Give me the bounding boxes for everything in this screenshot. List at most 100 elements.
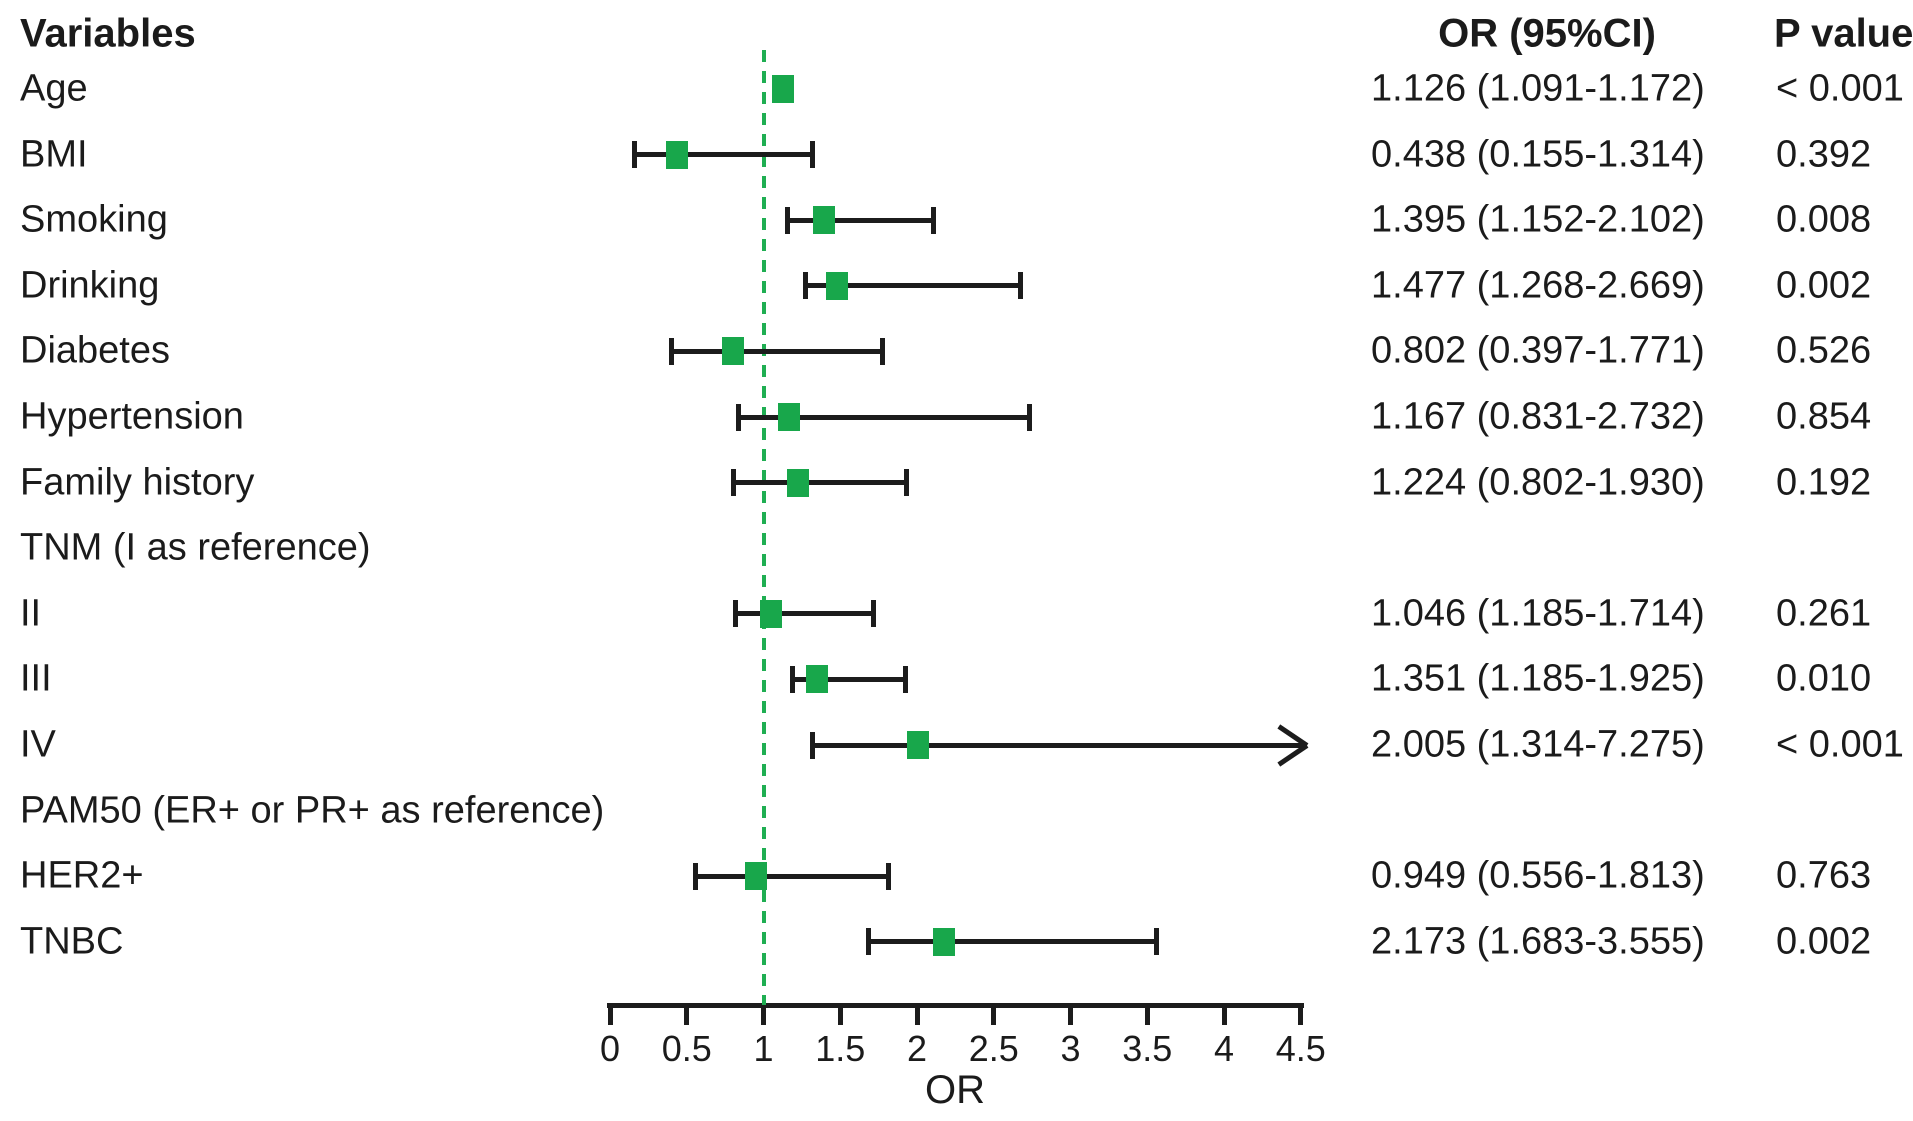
ci-cap-left (731, 469, 737, 497)
or-ci-value: 1.395 (1.152-2.102) (1371, 198, 1705, 241)
ci-error-bar (733, 480, 907, 486)
axis-tick-label: 0 (599, 1028, 621, 1069)
or-marker (825, 271, 848, 300)
axis-tick-label: 3.5 (1122, 1028, 1173, 1069)
or-marker (778, 403, 801, 431)
reference-line (761, 50, 766, 1005)
p-value: 0.002 (1776, 264, 1872, 307)
axis-tick-label: 4 (1213, 1028, 1235, 1069)
axis-tick-label: 2 (906, 1028, 928, 1069)
p-value: 0.854 (1776, 395, 1872, 438)
ci-error-bar (868, 939, 1156, 945)
variable-label: HER2+ (20, 854, 144, 897)
or-ci-value: 0.438 (0.155-1.314) (1371, 133, 1705, 176)
or-marker (813, 206, 836, 235)
ci-cap-left (733, 600, 739, 628)
p-value: 0.010 (1776, 657, 1872, 700)
p-value: 0.763 (1776, 854, 1872, 897)
variable-label: Smoking (20, 198, 168, 241)
ci-cap-right (1153, 928, 1159, 956)
p-value: 0.392 (1776, 133, 1872, 176)
p-value: < 0.001 (1776, 67, 1904, 110)
or-ci-value: 0.802 (0.397-1.771) (1371, 329, 1705, 372)
variable-label: Hypertension (20, 395, 244, 438)
ci-error-bar (791, 676, 906, 682)
axis-tick-label: 2.5 (968, 1028, 1019, 1069)
ci-cap-left (668, 337, 674, 365)
ci-error-bar (735, 611, 874, 617)
ci-cap-right (1027, 403, 1033, 431)
axis-tick (1068, 1005, 1073, 1025)
or-marker (744, 862, 767, 891)
axis-tick (1144, 1005, 1150, 1025)
p-value-column-header: P value (1774, 11, 1913, 56)
or-ci-value: 1.126 (1.091-1.172) (1371, 67, 1705, 110)
or-ci-value: 1.167 (0.831-2.732) (1371, 395, 1705, 438)
ci-cap-left (809, 731, 815, 759)
or-marker (771, 75, 794, 103)
axis-tick (837, 1005, 843, 1025)
variable-label: IV (20, 723, 56, 766)
axis-tick (1221, 1005, 1227, 1025)
axis-tick (1298, 1005, 1304, 1025)
axis-tick-label: 1.5 (815, 1028, 866, 1069)
variable-label: TNM (I as reference) (20, 526, 371, 569)
variable-label: III (20, 657, 52, 700)
ci-cap-right (903, 665, 909, 693)
variable-label: II (20, 592, 42, 635)
ci-error-bar (695, 873, 889, 879)
ci-cap-left (693, 862, 699, 890)
or-marker (759, 599, 782, 628)
ci-cap-right (930, 206, 936, 234)
variable-label: TNBC (20, 920, 124, 963)
or-ci-value: 1.477 (1.268-2.669) (1371, 264, 1705, 307)
axis-tick-label: 4.5 (1275, 1028, 1326, 1069)
variable-label: Diabetes (20, 329, 170, 372)
x-axis-title: OR (925, 1068, 985, 1112)
variable-label: Drinking (20, 264, 160, 307)
ci-cap-left (866, 928, 872, 956)
variable-label: PAM50 (ER+ or PR+ as reference) (20, 789, 605, 832)
ci-cap-left (789, 665, 795, 693)
or-marker (722, 337, 745, 366)
or-ci-value: 0.949 (0.556-1.813) (1371, 854, 1705, 897)
ci-cap-right (871, 600, 877, 628)
ci-cap-left (784, 206, 790, 234)
p-value: 0.002 (1776, 920, 1872, 963)
ci-error-bar (804, 283, 1020, 289)
ci-cap-right (879, 337, 885, 365)
axis-tick-label: 0.5 (661, 1028, 712, 1069)
variable-label: Family history (20, 461, 255, 504)
x-axis-line (607, 1002, 1304, 1008)
ci-cap-right (809, 141, 815, 169)
variables-column-header: Variables (20, 11, 196, 56)
p-value: 0.261 (1776, 592, 1872, 635)
variable-label: Age (20, 67, 88, 110)
p-value: 0.008 (1776, 198, 1872, 241)
ci-error-bar (737, 414, 1030, 420)
ci-cap-right (886, 862, 892, 890)
axis-tick-label: 3 (1060, 1028, 1081, 1069)
ci-cap-right (904, 469, 910, 497)
p-value: 0.192 (1776, 461, 1872, 504)
or-ci-value: 1.351 (1.185-1.925) (1371, 657, 1705, 700)
p-value: < 0.001 (1776, 723, 1904, 766)
or-ci-value: 1.046 (1.185-1.714) (1371, 592, 1705, 635)
ci-error-bar (811, 742, 1303, 748)
axis-tick (607, 1005, 613, 1025)
axis-tick-label: 1 (753, 1028, 774, 1069)
ci-cap-left (735, 403, 741, 431)
variable-label: BMI (20, 133, 88, 176)
or-ci-value: 2.173 (1.683-3.555) (1371, 920, 1705, 963)
ci-error-bar (786, 217, 933, 223)
ci-cap-left (631, 141, 637, 169)
axis-tick (991, 1005, 997, 1025)
axis-tick (914, 1005, 920, 1025)
or-marker (906, 731, 929, 759)
or-ci-column-header: OR (95%CI) (1438, 11, 1656, 56)
ci-cap-left (802, 272, 808, 300)
axis-tick (684, 1005, 690, 1025)
or-ci-value: 2.005 (1.314-7.275) (1371, 723, 1705, 766)
ci-error-bar (633, 152, 812, 158)
